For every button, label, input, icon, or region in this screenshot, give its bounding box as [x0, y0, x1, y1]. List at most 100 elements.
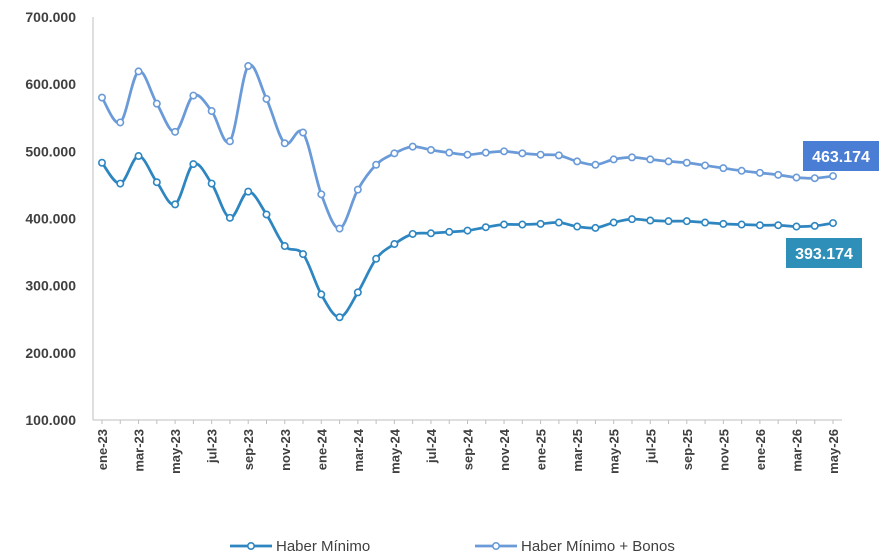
data-point — [280, 139, 289, 148]
x-tick-label: sep-24 — [461, 428, 476, 470]
data-point — [500, 220, 509, 229]
data-point — [262, 210, 271, 219]
data-point — [463, 150, 472, 159]
data-point — [536, 150, 545, 159]
data-point — [554, 218, 563, 227]
data-point — [737, 166, 746, 175]
data-point — [627, 153, 636, 162]
x-tick-label: ene-26 — [753, 429, 768, 470]
data-point — [426, 229, 435, 238]
data-point — [573, 157, 582, 166]
callout-box — [786, 238, 862, 268]
legend-item: Haber Mínimo + Bonos — [475, 538, 675, 555]
x-tick-label: may-26 — [826, 429, 841, 474]
data-point — [609, 155, 618, 164]
x-tick-label: may-23 — [168, 429, 183, 474]
y-tick-label: 600.000 — [25, 76, 76, 92]
x-tick-label: ene-23 — [95, 429, 110, 470]
x-tick-label: ene-24 — [314, 428, 329, 470]
data-point — [609, 218, 618, 227]
x-tick-label: jul-25 — [643, 429, 658, 464]
x-tick-label: sep-25 — [680, 429, 695, 470]
value-callouts: 463.174 393.174 — [786, 141, 879, 268]
data-point — [719, 219, 728, 228]
data-point — [280, 242, 289, 251]
data-point — [646, 216, 655, 225]
data-point — [591, 223, 600, 232]
x-tick-label: nov-25 — [716, 429, 731, 471]
legend: Haber Mínimo Haber Mínimo + Bonos — [230, 538, 675, 555]
data-point — [810, 221, 819, 230]
y-tick-label: 700.000 — [25, 9, 76, 25]
data-point — [116, 179, 125, 188]
x-tick-label: may-24 — [387, 428, 402, 474]
data-point — [810, 174, 819, 183]
data-point — [189, 91, 198, 100]
x-tick-label: mar-23 — [132, 429, 147, 472]
data-point — [207, 107, 216, 116]
x-tick-label: sep-23 — [241, 429, 256, 470]
series-haber-minimo — [98, 152, 837, 322]
data-point — [646, 155, 655, 164]
data-point — [573, 222, 582, 231]
data-point — [134, 152, 143, 161]
data-point — [518, 220, 527, 229]
x-tick-label: mar-24 — [351, 428, 366, 471]
legend-label: Haber Mínimo — [276, 538, 370, 555]
data-point — [390, 240, 399, 249]
y-tick-label: 200.000 — [25, 345, 76, 361]
y-tick-label: 100.000 — [25, 412, 76, 428]
data-point — [244, 62, 253, 71]
data-point — [299, 250, 308, 259]
data-point — [408, 142, 417, 151]
data-point — [445, 227, 454, 236]
legend-swatch-marker — [247, 541, 256, 550]
series-haber-minimo-bonos — [98, 62, 837, 233]
data-point — [792, 222, 801, 231]
data-point — [792, 173, 801, 182]
x-tick-label: mar-25 — [570, 429, 585, 472]
data-point — [335, 224, 344, 233]
y-tick-label: 300.000 — [25, 278, 76, 294]
data-point — [755, 221, 764, 230]
data-point — [408, 229, 417, 238]
data-point — [719, 164, 728, 173]
data-point — [262, 94, 271, 103]
data-point — [463, 226, 472, 235]
callout-label: 463.174 — [812, 149, 870, 166]
data-point — [554, 151, 563, 160]
data-point — [774, 221, 783, 230]
data-point — [372, 254, 381, 263]
x-tick-label: nov-23 — [278, 429, 293, 471]
data-point — [774, 170, 783, 179]
data-point — [317, 290, 326, 299]
x-tick-label: may-25 — [607, 429, 622, 474]
series-lines — [98, 62, 837, 322]
x-axis: ene-23 mar-23 may-23 jul-23 sep-23 nov-23 ene-… — [93, 419, 842, 474]
data-point — [481, 223, 490, 232]
legend-item: Haber Mínimo — [230, 538, 370, 555]
data-point — [682, 217, 691, 226]
data-point — [701, 161, 710, 170]
data-point — [682, 158, 691, 167]
data-point — [171, 200, 180, 209]
data-point — [299, 128, 308, 137]
data-point — [152, 99, 161, 108]
legend-swatch-marker — [491, 541, 500, 550]
series-line — [100, 63, 834, 230]
y-axis: 100.000 200.000 300.000 400.000 500.000 600.0… — [25, 9, 94, 428]
data-point — [134, 67, 143, 76]
data-point — [701, 218, 710, 227]
x-tick-label: jul-23 — [205, 429, 220, 464]
data-point — [664, 157, 673, 166]
data-point — [536, 219, 545, 228]
data-point — [116, 118, 125, 127]
data-point — [171, 127, 180, 136]
callout-label: 393.174 — [795, 246, 853, 263]
data-point — [98, 93, 107, 102]
data-point — [98, 158, 107, 167]
data-point — [591, 160, 600, 169]
data-point — [353, 288, 362, 297]
x-tick-label: mar-26 — [789, 429, 804, 472]
